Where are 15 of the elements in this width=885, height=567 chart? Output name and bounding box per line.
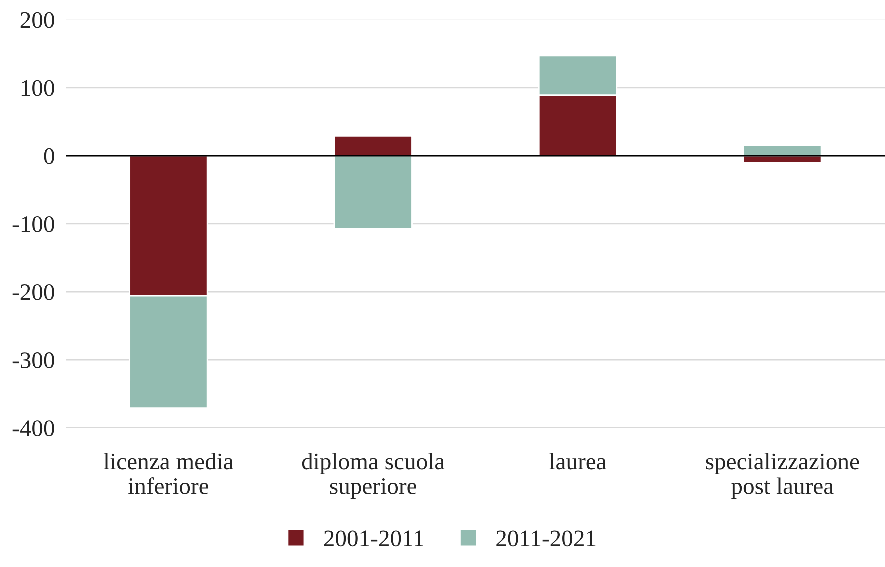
y-tick-label: -200 [12,284,54,300]
x-tick-label: diploma scuola superiore [302,453,445,500]
x-tick-label: laurea [550,453,607,470]
y-tick-label: 100 [22,80,54,96]
legend-label: 2001-2011 [324,530,424,547]
y-tick-label: 200 [20,12,54,28]
bar [334,136,413,157]
legend-label: 2011-2021 [496,530,596,547]
x-tick-label: licenza media inferiore [104,453,234,494]
y-tick-label: -300 [12,352,54,368]
y-tick-label: 0 [44,148,54,164]
x-tick-label: specializzazione post laurea [706,453,860,500]
y-tick-label: -400 [12,420,54,437]
bar [334,155,413,230]
y-tick-label: -100 [12,216,54,232]
